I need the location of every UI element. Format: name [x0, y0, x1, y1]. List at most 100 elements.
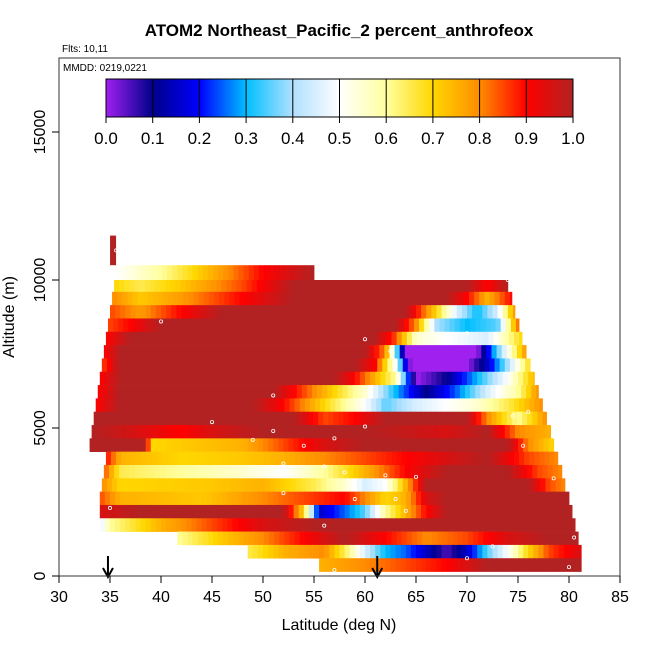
heatmap-cell	[252, 491, 259, 506]
heatmap-cell	[107, 385, 114, 399]
heatmap-cell	[358, 280, 365, 293]
heatmap-cell	[506, 411, 513, 426]
heatmap-cell	[502, 438, 509, 452]
heatmap-cell	[214, 291, 220, 306]
heatmap-cell	[276, 318, 282, 333]
heatmap-cell	[464, 385, 471, 399]
heatmap-cell	[169, 385, 175, 399]
heatmap-cell	[440, 280, 446, 293]
heatmap-cell	[529, 531, 535, 546]
heatmap-cell	[441, 438, 447, 452]
heatmap-cell	[435, 411, 441, 426]
heatmap-cell	[574, 558, 580, 572]
heatmap-cell	[238, 531, 245, 546]
heatmap-cell	[120, 371, 126, 386]
heatmap-cell	[274, 331, 280, 346]
heatmap-cell	[241, 345, 248, 359]
heatmap-cell	[121, 398, 127, 413]
heatmap-cell	[468, 398, 474, 413]
heatmap-cell	[301, 385, 308, 399]
heatmap-cell	[114, 345, 120, 359]
heatmap-cell	[487, 371, 493, 386]
heatmap-cell	[221, 465, 227, 479]
heatmap-cell	[177, 331, 183, 346]
heatmap-cell	[261, 280, 268, 293]
heatmap-cell	[154, 280, 161, 293]
heatmap-cell	[271, 385, 277, 399]
heatmap-cell	[150, 371, 157, 386]
heatmap-cell	[553, 491, 560, 506]
heatmap-cell	[534, 451, 540, 466]
heatmap-cell	[428, 425, 434, 439]
heatmap-cell	[196, 504, 203, 519]
heatmap-cell	[247, 438, 254, 452]
heatmap-cell	[391, 331, 398, 346]
heatmap-cell	[298, 305, 305, 319]
heatmap-cell	[329, 371, 335, 386]
heatmap-cell	[210, 345, 217, 359]
heatmap-cell	[151, 331, 158, 346]
arrow-head	[371, 567, 384, 580]
heatmap-cell	[249, 425, 256, 439]
heatmap-cell	[487, 504, 493, 519]
heatmap-cell	[274, 265, 280, 281]
start-arrows	[102, 556, 384, 580]
heatmap-cell	[293, 371, 300, 386]
heatmap-cell	[319, 558, 325, 572]
heatmap-cell	[372, 478, 378, 492]
heatmap-cell	[272, 465, 278, 479]
heatmap-cell	[416, 558, 422, 572]
heatmap-cell	[508, 331, 515, 346]
heatmap-cell	[229, 478, 235, 492]
heatmap-cell	[295, 291, 302, 306]
heatmap-cell	[467, 504, 473, 519]
heatmap-cell	[416, 518, 422, 532]
heatmap-cell	[518, 544, 524, 559]
heatmap-cell	[137, 358, 144, 373]
heatmap-cell	[420, 411, 426, 426]
heatmap-cell	[187, 398, 194, 413]
heatmap-cell	[314, 504, 320, 519]
heatmap-cell	[304, 531, 311, 546]
heatmap-cell	[353, 465, 360, 479]
heatmap-cell	[263, 504, 269, 519]
heatmap-cell	[141, 398, 148, 413]
heatmap-cell	[465, 465, 472, 479]
heatmap-cell	[152, 358, 159, 373]
heatmap-cell	[316, 425, 322, 439]
heatmap-cell	[444, 318, 451, 333]
heatmap-cell	[494, 425, 501, 439]
heatmap-cell	[428, 291, 434, 306]
heatmap-cell	[402, 291, 409, 306]
heatmap-cell	[326, 358, 332, 373]
heatmap-cell	[460, 345, 467, 359]
heatmap-cell	[323, 280, 329, 293]
heatmap-cell	[208, 291, 215, 306]
heatmap-cell	[252, 438, 259, 452]
heatmap-cell	[387, 425, 393, 439]
heatmap-cell	[115, 371, 121, 386]
heatmap-cell	[479, 478, 485, 492]
heatmap-cell	[333, 280, 339, 293]
heatmap-cell	[502, 305, 509, 319]
heatmap-cell	[164, 385, 170, 399]
heatmap-cell	[360, 398, 367, 413]
heatmap-cell	[222, 371, 228, 386]
heatmap-cell	[395, 371, 402, 386]
heatmap-cell	[431, 438, 437, 452]
heatmap-cell	[161, 371, 167, 386]
x-tick-label: 65	[407, 589, 425, 606]
heatmap-cell	[285, 478, 291, 492]
heatmap-cell	[394, 411, 401, 426]
heatmap-cell	[299, 398, 306, 413]
heatmap-cell	[134, 411, 140, 426]
heatmap-cell	[401, 331, 408, 346]
heatmap-cell	[137, 425, 144, 439]
heatmap-cell	[146, 331, 153, 346]
heatmap-cell	[183, 425, 189, 439]
heatmap-cell	[477, 305, 483, 319]
heatmap-cell	[177, 265, 183, 281]
heatmap-cell	[548, 558, 555, 572]
heatmap-cell	[213, 265, 219, 281]
heatmap-cell	[283, 504, 289, 519]
